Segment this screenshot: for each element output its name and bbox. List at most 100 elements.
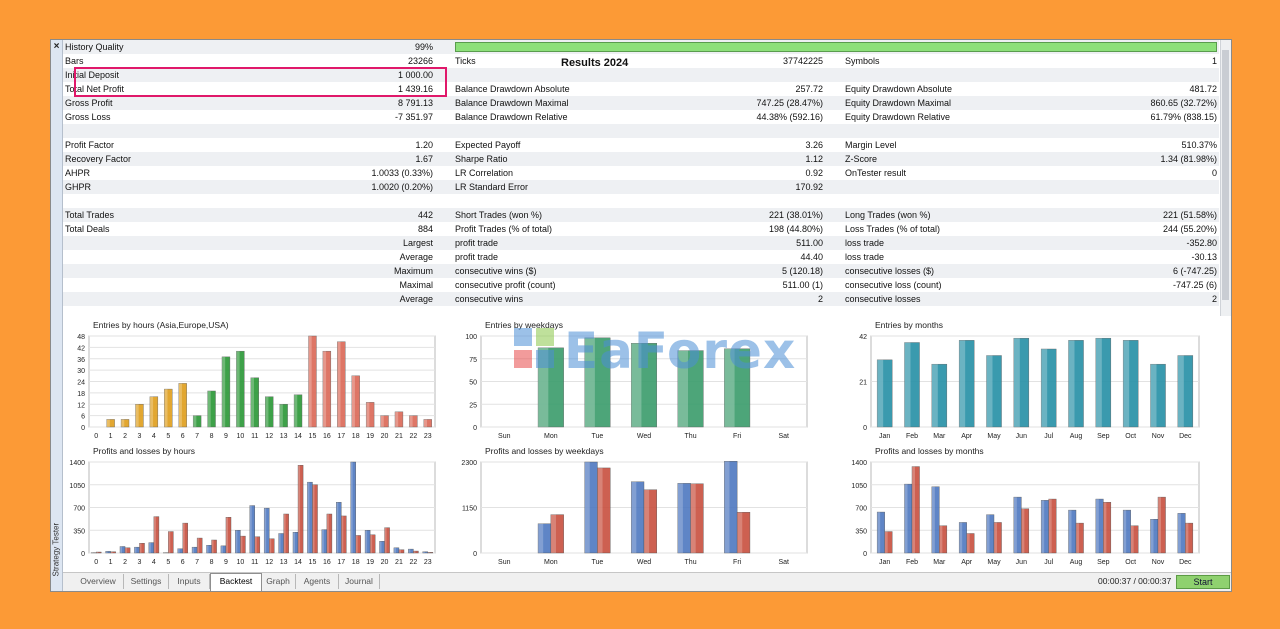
chart-svg: 0 21 42 Jan Feb Mar Apr May Jun Jul Aug Sep Oct Nov De…: [859, 334, 1200, 440]
vertical-scrollbar[interactable]: [1220, 40, 1231, 316]
x-tick-label: 10: [236, 433, 244, 440]
bar-highlight: [394, 411, 399, 427]
stat-row: [63, 194, 1219, 208]
tab-agents[interactable]: Agents: [296, 574, 339, 589]
bar-highlight: [384, 527, 387, 553]
x-tick-label: Thu: [685, 559, 697, 566]
bar-highlight: [292, 532, 296, 553]
chart-bar: [365, 402, 375, 428]
chart-bar: [939, 525, 948, 554]
chart-bar: [1177, 355, 1194, 428]
x-tick-label: Fri: [733, 433, 742, 440]
bar-highlight: [308, 336, 312, 427]
y-tick-label: 0: [473, 551, 477, 558]
col2-label: consecutive wins: [455, 294, 524, 304]
chart-bar: [423, 419, 432, 428]
bar-highlight: [1041, 500, 1045, 553]
x-tick-label: Aug: [1070, 433, 1083, 440]
bar-highlight: [393, 547, 396, 553]
chart-bar: [409, 415, 418, 428]
x-tick-label: 4: [152, 433, 156, 440]
chart-bar: [1095, 337, 1112, 428]
chart-bar: [120, 419, 130, 428]
start-button[interactable]: Start: [1176, 575, 1230, 589]
y-tick-label: 0: [81, 551, 85, 558]
chart-bar: [677, 350, 704, 428]
chart-bar: [351, 375, 360, 428]
stat-row: Total Trades 442 Short Trades (won %) 221 (…: [63, 208, 1219, 222]
col2-label: LR Correlation: [455, 168, 514, 178]
col3-value: 1: [1211, 56, 1217, 66]
col3-label: [845, 194, 1065, 208]
chart-bar: [196, 537, 203, 554]
x-tick-label: Sep: [1097, 433, 1110, 440]
col3-value: -747.25 (6): [1172, 280, 1217, 290]
col1-value: -7 351.97: [394, 112, 433, 122]
bar-highlight: [96, 552, 99, 553]
bar-highlight: [1041, 349, 1048, 427]
strategy-tester-window: × Strategy Tester History Quality 99% Ba…: [50, 39, 1232, 592]
chart-bar: [293, 394, 303, 428]
chart-bar: [355, 535, 361, 554]
bar-highlight: [177, 548, 180, 553]
chart-title: Entries by months: [875, 320, 944, 330]
x-tick-label: 6: [181, 433, 185, 440]
col1-value: 1.0033 (0.33%): [371, 168, 433, 178]
chart-bar: [904, 342, 920, 428]
bar-highlight: [959, 522, 963, 553]
col2-value: 1.12: [805, 154, 823, 164]
stat-row: Gross Loss -7 351.97 Balance Drawdown Rela…: [63, 110, 1219, 124]
chart-bar: [1013, 337, 1030, 428]
x-tick-label: 21: [395, 559, 403, 566]
tab-journal[interactable]: Journal: [339, 574, 380, 589]
chart-bar: [225, 517, 232, 554]
col3-label: Long Trades (won %): [845, 210, 931, 220]
bar-highlight: [1123, 510, 1127, 553]
close-icon[interactable]: ×: [53, 41, 60, 52]
entries-by-months-chart: 0 21 42 Jan Feb Mar Apr May Jun Jul Aug Sep Oct Nov De…: [845, 320, 1207, 445]
col2-value: 511.00 (1): [782, 280, 823, 290]
bar-highlight: [105, 551, 108, 553]
bar-highlight: [235, 530, 238, 553]
col1-label: Total Deals: [65, 224, 110, 234]
x-tick-label: 10: [236, 559, 244, 566]
x-tick-label: Mar: [933, 433, 946, 440]
col2-value: 257.72: [795, 84, 823, 94]
col1-label: Gross Loss: [65, 112, 111, 122]
bar-highlight: [423, 419, 427, 427]
x-tick-label: 18: [352, 433, 360, 440]
bar-highlight: [153, 516, 156, 553]
x-tick-label: Dec: [1179, 559, 1192, 566]
col3-value: 860.65 (32.72%): [1150, 98, 1217, 108]
chart-bar: [297, 465, 304, 554]
x-tick-label: 23: [424, 559, 432, 566]
chart-bar: [337, 341, 346, 428]
col1-value: Average: [399, 294, 433, 304]
bar-highlight: [994, 522, 998, 553]
bar-highlight: [254, 536, 257, 553]
tab-inputs[interactable]: Inputs: [169, 574, 210, 589]
x-tick-label: 5: [166, 433, 170, 440]
bar-highlight: [269, 538, 272, 553]
chart-bar: [966, 533, 975, 554]
y-tick-label: 350: [73, 528, 85, 535]
scrollbar-thumb[interactable]: [1222, 50, 1229, 300]
x-tick-label: May: [987, 433, 1001, 440]
bar-highlight: [182, 523, 185, 553]
x-tick-label: Sun: [498, 559, 511, 566]
tab-overview[interactable]: Overview: [73, 574, 124, 589]
history-quality-label: History Quality: [65, 42, 124, 52]
tab-graph[interactable]: Graph: [261, 574, 296, 589]
chart-bar: [597, 467, 611, 554]
bar-highlight: [1068, 510, 1072, 553]
bar-highlight: [644, 489, 650, 553]
col1-value: Largest: [402, 238, 433, 248]
tab-backtest[interactable]: Backtest: [210, 573, 262, 591]
x-tick-label: 16: [323, 559, 331, 566]
chart-bar: [350, 461, 356, 554]
chart-bar: [341, 515, 347, 554]
x-tick-label: 9: [224, 433, 228, 440]
tab-settings[interactable]: Settings: [124, 574, 169, 589]
bar-highlight: [877, 359, 884, 427]
bar-highlight: [550, 514, 556, 553]
